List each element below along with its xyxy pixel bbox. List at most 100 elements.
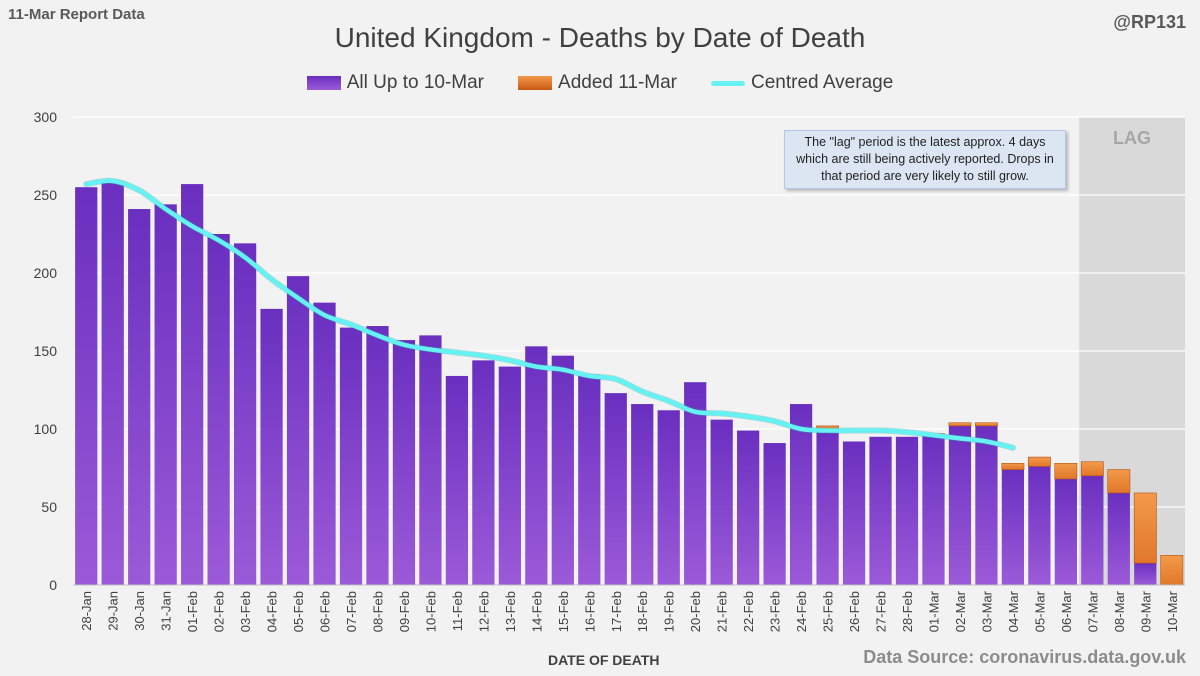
x-tick-label: 09-Mar — [1138, 590, 1153, 632]
bar-base — [1028, 466, 1051, 585]
lag-label: LAG — [1113, 128, 1151, 148]
bar-added — [1054, 463, 1078, 480]
bar-base — [1081, 475, 1104, 585]
x-tick-label: 05-Feb — [291, 591, 306, 632]
bar-base — [604, 393, 627, 585]
x-tick-label: 01-Feb — [185, 591, 200, 632]
legend: All Up to 10-Mar Added 11-Mar Centred Av… — [0, 72, 1200, 94]
x-tick-label: 28-Jan — [79, 591, 94, 631]
legend-swatch-added — [518, 76, 553, 90]
x-tick-label: 22-Feb — [741, 591, 756, 632]
bar-base — [975, 425, 998, 585]
bar-base — [1107, 492, 1130, 585]
legend-swatch-average — [711, 80, 746, 86]
x-tick-label: 29-Jan — [106, 591, 121, 631]
bar-base — [128, 209, 151, 586]
bar-base — [339, 327, 363, 585]
x-tick-label: 18-Feb — [635, 591, 650, 632]
bar-base — [286, 276, 310, 585]
x-tick-label: 14-Feb — [529, 591, 544, 632]
author-handle: @RP131 — [1113, 12, 1186, 32]
x-tick-label: 19-Feb — [662, 591, 677, 632]
bar-base — [207, 234, 230, 585]
legend-item-added: Added 11-Mar — [518, 72, 677, 94]
x-tick-label: 07-Feb — [344, 591, 359, 632]
x-tick-label: 26-Feb — [847, 591, 862, 632]
x-tick-label: 12-Feb — [476, 591, 491, 632]
bar-added — [948, 422, 972, 427]
x-tick-label: 03-Mar — [979, 590, 994, 632]
y-tick-label: 200 — [34, 265, 58, 281]
bar-base — [1054, 478, 1077, 585]
legend-swatch-base — [306, 76, 341, 90]
bar-added — [1027, 456, 1051, 467]
x-tick-label: 07-Mar — [1085, 590, 1100, 632]
bar-base — [789, 404, 813, 585]
bar-base — [181, 184, 204, 585]
bar-base — [922, 435, 945, 585]
legend-label-average: Centred Average — [751, 72, 894, 93]
bar-base — [895, 436, 919, 585]
bar-base — [525, 346, 548, 585]
bar-base — [869, 436, 892, 585]
x-tick-label: 15-Feb — [556, 591, 571, 632]
bar-base — [684, 382, 707, 585]
report-tag: 11-Mar Report Data — [8, 6, 145, 23]
bar-added — [1160, 555, 1184, 586]
bar-base — [419, 335, 442, 585]
bar-base — [233, 243, 257, 586]
bar-base — [1001, 469, 1025, 585]
x-tick-label: 30-Jan — [132, 591, 147, 631]
bar-base — [101, 180, 124, 585]
bar-added — [1001, 463, 1025, 470]
legend-label-added: Added 11-Mar — [558, 72, 678, 93]
bar-base — [710, 419, 733, 585]
x-tick-label: 09-Feb — [397, 591, 412, 632]
x-tick-label: 25-Feb — [821, 591, 836, 632]
y-tick-label: 100 — [34, 421, 58, 437]
bar-base — [498, 366, 521, 585]
x-tick-label: 21-Feb — [715, 591, 730, 632]
bar-base — [842, 441, 866, 585]
lag-annotation: The "lag" period is the latest approx. 4… — [784, 130, 1066, 189]
bar-base — [948, 425, 972, 585]
bar-base — [472, 360, 495, 585]
x-tick-label: 20-Feb — [688, 591, 703, 632]
legend-label-base: All Up to 10-Mar — [346, 72, 485, 93]
x-tick-label: 08-Mar — [1112, 590, 1127, 632]
y-tick-label: 150 — [34, 343, 58, 359]
bar-added — [1080, 461, 1104, 477]
x-tick-label: 17-Feb — [609, 591, 624, 632]
x-tick-label: 04-Mar — [1006, 590, 1021, 632]
x-tick-label: 02-Mar — [953, 590, 968, 632]
x-tick-label: 27-Feb — [874, 591, 889, 632]
x-tick-label: 03-Feb — [238, 591, 253, 632]
bar-base — [366, 326, 389, 585]
x-tick-label: 28-Feb — [900, 591, 915, 632]
bar-base — [1134, 563, 1157, 585]
x-tick-label: 08-Feb — [370, 591, 385, 632]
x-tick-label: 06-Mar — [1059, 590, 1074, 632]
bar-added — [1107, 469, 1131, 494]
x-tick-label: 31-Jan — [159, 591, 174, 631]
bar-base — [75, 187, 98, 585]
x-tick-label: 16-Feb — [582, 591, 597, 632]
bar-base — [551, 355, 574, 585]
x-tick-label: 10-Mar — [1165, 590, 1180, 632]
bar-base — [313, 302, 336, 585]
x-tick-label: 01-Mar — [926, 590, 941, 632]
bar-base — [392, 340, 416, 585]
bar-added — [1133, 492, 1157, 564]
bar-base — [763, 443, 786, 585]
x-tick-label: 23-Feb — [768, 591, 783, 632]
bar-base — [260, 308, 283, 585]
chart-title: United Kingdom - Deaths by Date of Death — [334, 22, 866, 53]
x-tick-label: 02-Feb — [212, 591, 227, 632]
y-tick-label: 50 — [41, 499, 57, 515]
bar-added — [975, 422, 998, 427]
x-tick-label: 10-Feb — [423, 591, 438, 632]
bar-base — [154, 204, 177, 586]
bar-base — [631, 404, 654, 585]
average-line — [83, 178, 1016, 450]
